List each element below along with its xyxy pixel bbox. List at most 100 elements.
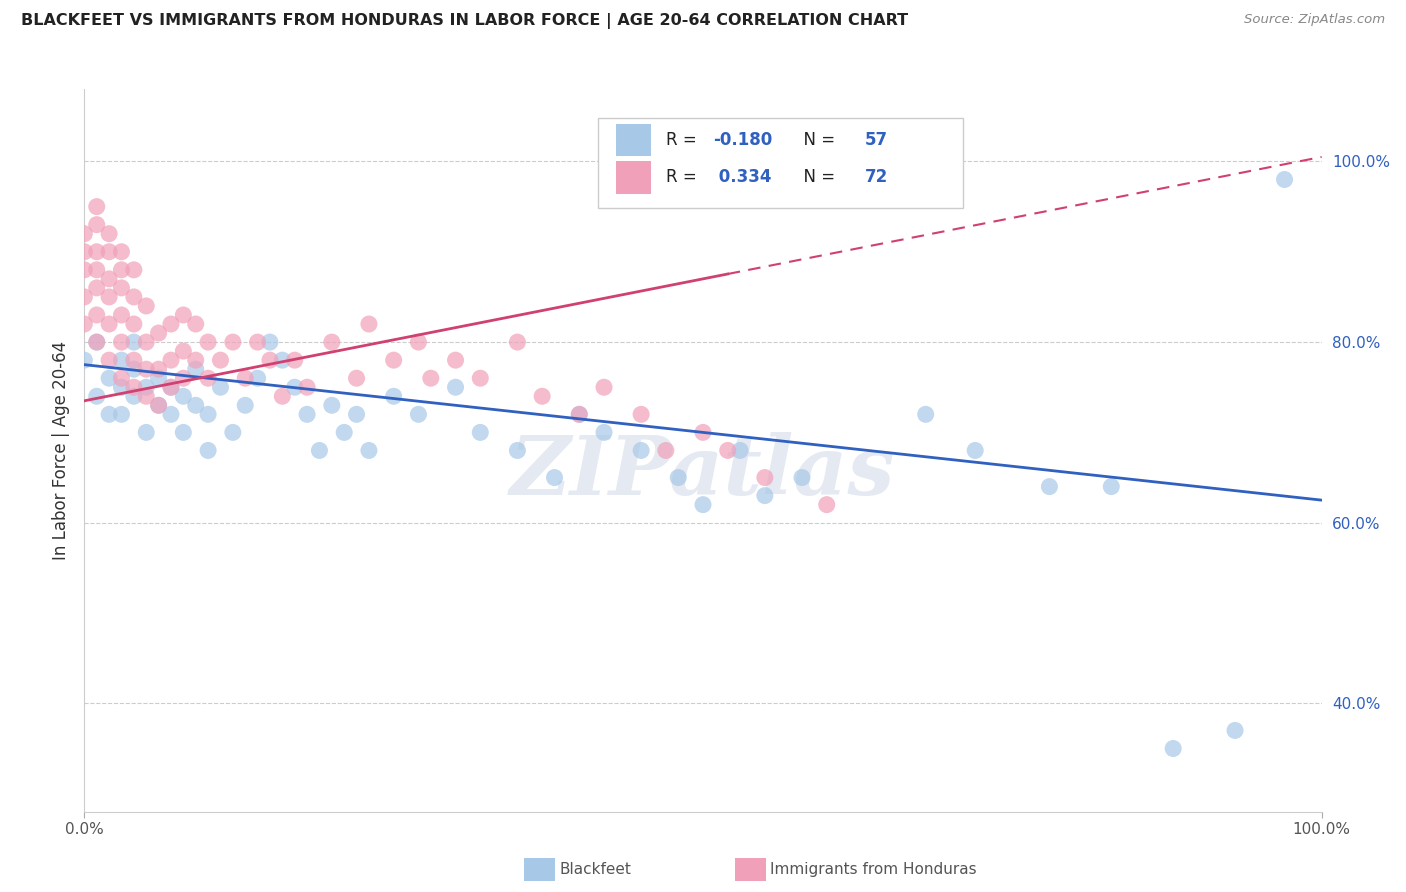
- Point: [754, 489, 776, 503]
- Point: [630, 443, 652, 458]
- Point: [692, 425, 714, 440]
- Point: [86, 308, 108, 322]
- Point: [160, 353, 183, 368]
- Point: [543, 470, 565, 484]
- Text: Immigrants from Honduras: Immigrants from Honduras: [770, 863, 977, 877]
- Point: [246, 371, 269, 385]
- Point: [184, 317, 207, 331]
- Point: [259, 334, 281, 349]
- Point: [172, 425, 194, 440]
- Point: [98, 407, 121, 422]
- Point: [222, 425, 245, 440]
- Point: [73, 290, 96, 304]
- Point: [408, 334, 430, 349]
- Point: [86, 389, 108, 403]
- Point: [1274, 172, 1296, 186]
- Point: [197, 407, 219, 422]
- Text: Source: ZipAtlas.com: Source: ZipAtlas.com: [1244, 13, 1385, 27]
- Point: [122, 353, 145, 368]
- Point: [148, 371, 170, 385]
- Point: [408, 407, 430, 422]
- Point: [98, 272, 121, 286]
- Point: [148, 362, 170, 376]
- Point: [98, 290, 121, 304]
- Text: N =: N =: [793, 131, 841, 149]
- Point: [728, 443, 751, 458]
- Point: [73, 353, 96, 368]
- Point: [148, 398, 170, 412]
- Point: [184, 362, 207, 376]
- Point: [197, 443, 219, 458]
- Point: [284, 380, 307, 394]
- Point: [815, 498, 838, 512]
- Point: [160, 380, 183, 394]
- Point: [790, 470, 813, 484]
- Point: [135, 362, 157, 376]
- Point: [1099, 480, 1122, 494]
- Point: [271, 353, 294, 368]
- Point: [110, 244, 132, 259]
- Point: [271, 389, 294, 403]
- Point: [568, 407, 591, 422]
- Point: [110, 334, 132, 349]
- Point: [470, 425, 492, 440]
- Point: [135, 299, 157, 313]
- Point: [110, 281, 132, 295]
- Point: [209, 353, 232, 368]
- Point: [110, 371, 132, 385]
- Point: [1038, 480, 1060, 494]
- Text: -0.180: -0.180: [713, 131, 772, 149]
- Point: [122, 362, 145, 376]
- Point: [172, 308, 194, 322]
- Point: [148, 326, 170, 340]
- Point: [233, 371, 256, 385]
- Point: [593, 380, 616, 394]
- Point: [110, 263, 132, 277]
- Text: BLACKFEET VS IMMIGRANTS FROM HONDURAS IN LABOR FORCE | AGE 20-64 CORRELATION CHA: BLACKFEET VS IMMIGRANTS FROM HONDURAS IN…: [21, 13, 908, 29]
- Point: [295, 407, 318, 422]
- Text: 72: 72: [865, 169, 889, 186]
- Point: [1161, 741, 1184, 756]
- Point: [122, 317, 145, 331]
- Text: ZIPatlas: ZIPatlas: [510, 432, 896, 512]
- Point: [184, 353, 207, 368]
- Point: [160, 407, 183, 422]
- Point: [222, 334, 245, 349]
- Point: [86, 334, 108, 349]
- Point: [98, 353, 121, 368]
- Bar: [616, 161, 651, 194]
- Point: [86, 263, 108, 277]
- Point: [110, 353, 132, 368]
- Bar: [616, 123, 651, 156]
- Point: [184, 398, 207, 412]
- Point: [73, 317, 96, 331]
- Point: [86, 334, 108, 349]
- Point: [110, 380, 132, 394]
- Point: [506, 334, 529, 349]
- Point: [135, 380, 157, 394]
- Point: [630, 407, 652, 422]
- Point: [419, 371, 441, 385]
- Point: [655, 443, 678, 458]
- Text: N =: N =: [793, 169, 841, 186]
- Point: [914, 407, 936, 422]
- Point: [160, 317, 183, 331]
- Point: [86, 218, 108, 232]
- Point: [172, 371, 194, 385]
- Point: [346, 407, 368, 422]
- Text: 0.334: 0.334: [713, 169, 772, 186]
- Point: [86, 281, 108, 295]
- Point: [382, 353, 405, 368]
- Point: [259, 353, 281, 368]
- Point: [308, 443, 330, 458]
- Point: [666, 470, 689, 484]
- Point: [321, 398, 343, 412]
- Text: R =: R =: [666, 169, 702, 186]
- Point: [346, 371, 368, 385]
- Point: [754, 470, 776, 484]
- Point: [135, 334, 157, 349]
- Point: [197, 371, 219, 385]
- Y-axis label: In Labor Force | Age 20-64: In Labor Force | Age 20-64: [52, 341, 70, 560]
- Text: 57: 57: [865, 131, 889, 149]
- Point: [73, 244, 96, 259]
